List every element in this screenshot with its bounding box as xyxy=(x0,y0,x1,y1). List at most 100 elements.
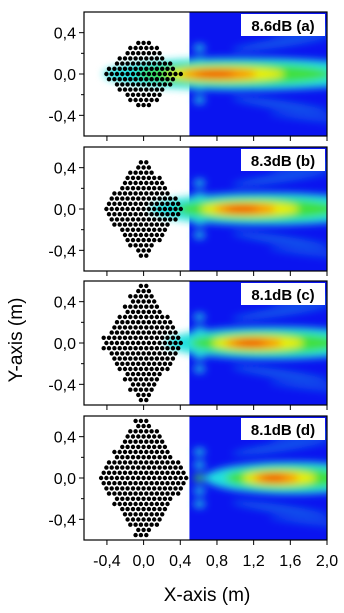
rod xyxy=(141,51,146,56)
rod xyxy=(146,475,152,481)
rod xyxy=(112,346,117,351)
rod xyxy=(101,346,106,351)
rod xyxy=(106,201,112,206)
rod xyxy=(149,470,154,475)
y-tick-label: -0,4 xyxy=(48,512,76,529)
rod xyxy=(168,465,173,470)
rod xyxy=(154,460,160,465)
rod xyxy=(165,325,170,330)
rod xyxy=(128,222,133,227)
rod xyxy=(138,335,144,340)
rod xyxy=(152,175,157,181)
rod xyxy=(144,501,149,507)
rod xyxy=(125,371,130,377)
rod xyxy=(154,439,160,444)
rod xyxy=(136,330,141,335)
rod xyxy=(136,217,141,222)
rod xyxy=(146,455,152,460)
rod xyxy=(122,87,128,92)
rod xyxy=(154,304,160,309)
rod xyxy=(136,309,141,315)
rod xyxy=(128,170,133,175)
beam-lobe xyxy=(234,340,266,346)
rod xyxy=(141,423,146,429)
rod xyxy=(106,481,112,486)
rod xyxy=(136,371,141,377)
rod xyxy=(130,51,136,56)
rod xyxy=(130,455,136,460)
rod xyxy=(170,335,176,340)
rod xyxy=(138,56,144,61)
rod xyxy=(122,325,128,330)
rod xyxy=(144,243,149,248)
rod xyxy=(130,465,136,470)
rod xyxy=(133,45,138,51)
rod xyxy=(144,491,149,496)
rod xyxy=(144,314,149,320)
panel-label: 8.1dB (c) xyxy=(251,287,314,304)
rod xyxy=(128,387,133,392)
rod xyxy=(138,304,144,309)
rod xyxy=(141,227,146,232)
panels-group: 0,40,0-0,48.6dB (a)0,40,0-0,48.3dB (b)0,… xyxy=(48,11,328,545)
rod xyxy=(122,366,128,372)
rod xyxy=(125,434,130,439)
rod xyxy=(176,212,181,217)
rod xyxy=(173,486,178,491)
rod xyxy=(120,465,125,470)
rod xyxy=(162,206,168,212)
rod xyxy=(109,206,114,212)
rod xyxy=(144,522,149,527)
rod xyxy=(136,299,141,304)
rod xyxy=(125,506,130,512)
rod xyxy=(130,382,136,387)
rod xyxy=(160,222,165,227)
rod xyxy=(122,491,128,496)
rod xyxy=(157,227,162,232)
rod xyxy=(130,196,136,201)
rod xyxy=(162,196,168,201)
rod xyxy=(178,486,183,491)
lens-rods xyxy=(101,283,183,403)
rod xyxy=(149,377,154,382)
rod xyxy=(176,201,181,206)
rod xyxy=(133,366,138,372)
rod xyxy=(157,340,162,346)
rod xyxy=(149,97,154,103)
rod xyxy=(112,460,117,465)
rod xyxy=(170,460,176,465)
rod xyxy=(165,491,170,496)
rod xyxy=(146,40,152,46)
field-map xyxy=(103,25,327,123)
rod xyxy=(173,351,178,356)
rod xyxy=(114,217,120,222)
rod xyxy=(146,434,152,439)
rod xyxy=(141,320,146,325)
rod xyxy=(112,501,117,507)
rod xyxy=(120,217,125,222)
rod xyxy=(128,212,133,217)
rod xyxy=(130,217,136,222)
rod xyxy=(144,232,149,238)
rod xyxy=(138,501,144,507)
rod xyxy=(125,71,130,77)
rod xyxy=(133,335,138,340)
rod xyxy=(157,361,162,366)
rod xyxy=(146,299,152,304)
rod xyxy=(136,165,141,170)
rod xyxy=(146,288,152,294)
rod xyxy=(122,377,128,382)
rod xyxy=(173,475,178,481)
rod xyxy=(128,56,133,61)
rod xyxy=(133,232,138,238)
rod xyxy=(152,371,157,377)
rod xyxy=(168,71,173,77)
rod xyxy=(154,366,160,372)
rod xyxy=(146,382,152,387)
side-lobe xyxy=(231,169,327,187)
rod xyxy=(130,320,136,325)
rod xyxy=(117,87,122,92)
rod xyxy=(138,418,144,424)
rod xyxy=(152,186,157,191)
rod xyxy=(184,475,189,481)
